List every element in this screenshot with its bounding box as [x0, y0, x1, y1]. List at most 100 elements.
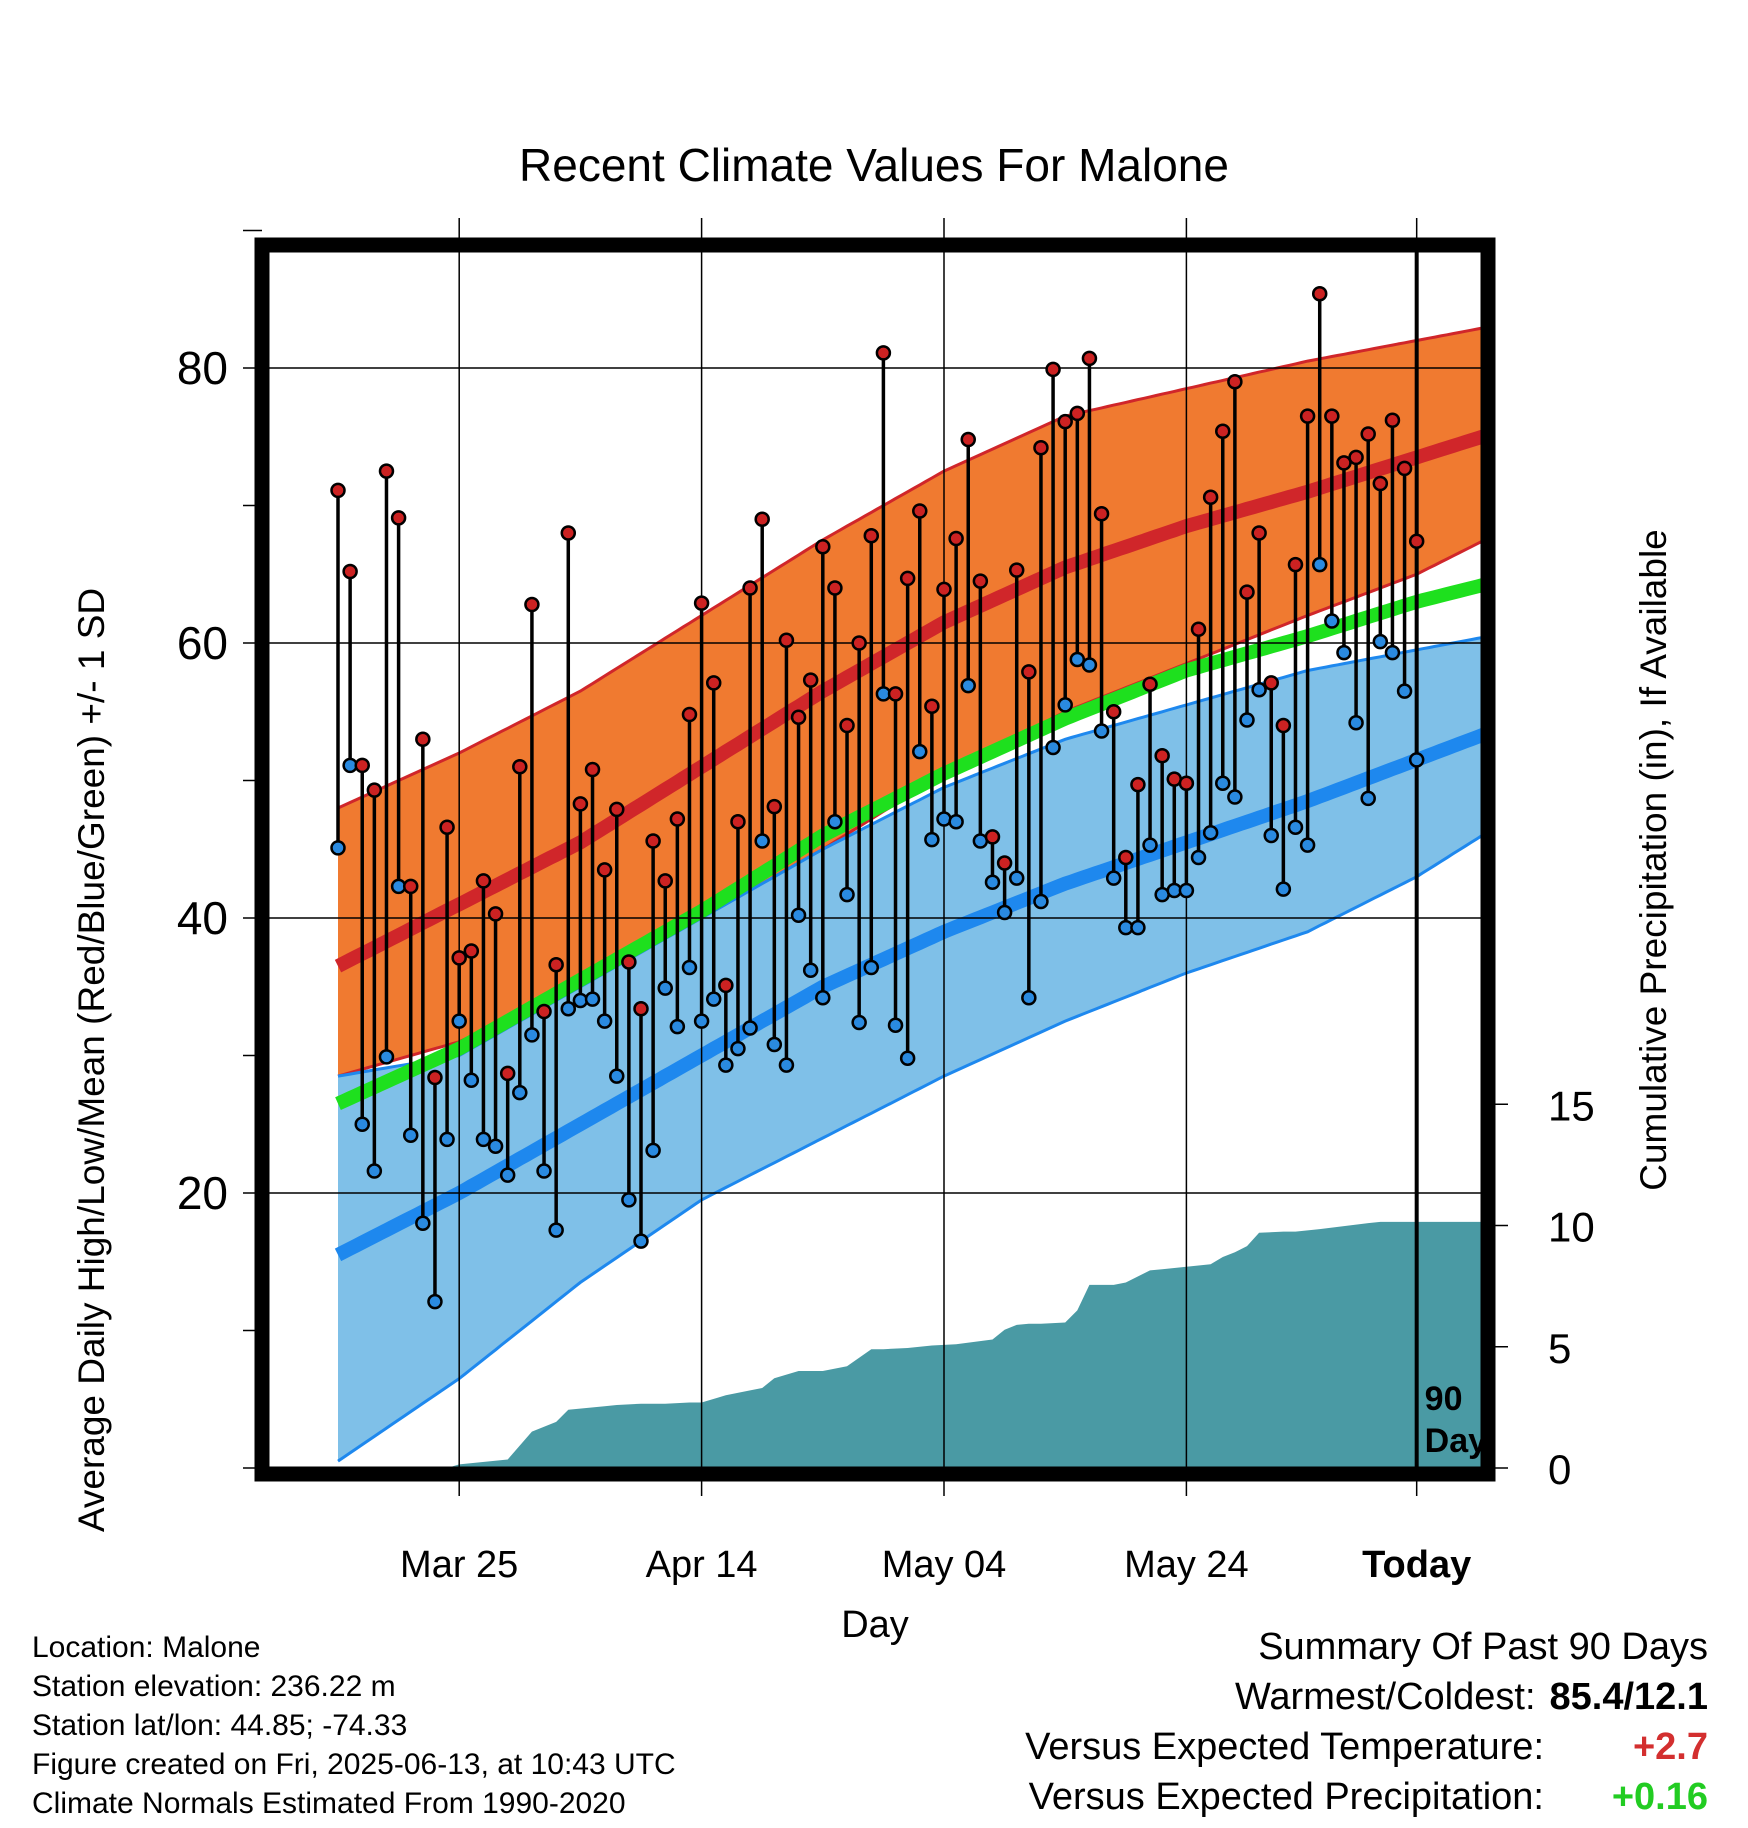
axes: 20 40 60 80 0 5 10 15 Mar 25 Apr 14 May 04 May 24 To… [177, 218, 1595, 1646]
daily-low-point [645, 1142, 661, 1159]
daily-low-point [1396, 683, 1413, 699]
precip-departure-label: Versus Expected Precipitation: [1028, 1776, 1544, 1818]
daily-high-point [1069, 405, 1086, 422]
daily-high-point [645, 833, 661, 849]
daily-high-point [1154, 748, 1170, 764]
daily-low-point [451, 1013, 467, 1029]
daily-high-point [948, 530, 964, 547]
daily-low-point [1069, 651, 1086, 668]
daily-high-point [1008, 562, 1025, 578]
daily-high-point [1190, 621, 1207, 637]
daily-low-point [1324, 613, 1340, 629]
daily-high-point [402, 878, 419, 895]
daily-high-point [1287, 556, 1304, 573]
daily-low-point [330, 840, 346, 856]
daily-low-point [475, 1131, 492, 1148]
daily-low-point [742, 1020, 758, 1036]
daily-low-point [487, 1138, 504, 1154]
daily-low-point [863, 959, 880, 976]
daily-low-point [912, 743, 928, 760]
daily-high-point [1348, 449, 1364, 466]
daily-low-point [815, 990, 831, 1006]
daily-low-point [1045, 739, 1061, 756]
daily-low-point [584, 991, 601, 1007]
daily-low-point [899, 1050, 916, 1066]
daily-low-point [536, 1163, 552, 1179]
daily-high-point [609, 801, 625, 818]
daily-high-point [427, 1069, 443, 1086]
daily-low-point [524, 1027, 540, 1043]
daily-low-point [1239, 712, 1255, 728]
daily-high-point [378, 463, 395, 479]
daily-high-point [790, 709, 807, 725]
daily-low-point [802, 962, 819, 978]
daily-high-point [996, 855, 1013, 871]
plot-area: 90 Days [269, 245, 1481, 1468]
daily-low-point [1093, 723, 1110, 739]
daily-low-point [1408, 752, 1425, 768]
y2-tick-label: 10 [1548, 1204, 1595, 1251]
y2-tick-label: 15 [1548, 1082, 1595, 1129]
plot-content: 90 Days [269, 245, 1481, 1468]
daily-high-point [1033, 440, 1049, 456]
daily-high-point [621, 954, 637, 970]
elevation-text: Station elevation: 236.22 m [32, 1670, 396, 1703]
y-axis-title: Average Daily High/Low/Mean (Red/Blue/Gr… [71, 587, 112, 1533]
daily-high-point [778, 632, 795, 648]
daily-high-point [693, 595, 710, 611]
daily-low-point [718, 1057, 734, 1073]
daily-high-point [887, 686, 904, 702]
daily-low-point [560, 1001, 577, 1017]
daily-low-point [827, 814, 843, 830]
cumulative-precip-area [338, 1221, 1481, 1468]
daily-high-point [1299, 408, 1316, 424]
daily-high-point [1251, 525, 1267, 541]
daily-low-point [693, 1013, 710, 1029]
y2-axis-title: Cumulative Precipitation (in), If Availa… [1633, 529, 1674, 1191]
daily-low-point [1348, 715, 1364, 731]
daily-high-point [1118, 849, 1134, 866]
daily-high-point [512, 759, 528, 775]
daily-high-point [1275, 717, 1292, 734]
warmest-coldest-label: Warmest/Coldest: [1234, 1676, 1536, 1718]
daily-high-point [1105, 704, 1122, 720]
daily-high-point [681, 706, 698, 723]
daily-low-point [463, 1072, 480, 1088]
temp-departure-row: Versus Expected Temperature: +2.7 [1025, 1722, 1708, 1772]
daily-low-point [1311, 556, 1328, 573]
y2-tick-label: 0 [1548, 1446, 1571, 1493]
daily-high-point [1408, 533, 1425, 549]
daily-high-point [439, 819, 455, 835]
daily-low-point [1215, 775, 1231, 791]
daily-high-point [851, 635, 867, 651]
daily-high-point [548, 957, 564, 973]
daily-low-point [621, 1192, 637, 1208]
daily-high-point [487, 906, 504, 922]
daily-low-point [936, 811, 952, 827]
daily-low-point [1384, 644, 1401, 661]
daily-low-point [730, 1040, 746, 1057]
daily-high-point [815, 539, 831, 555]
daily-low-point [1263, 827, 1279, 844]
daily-low-point [1336, 644, 1352, 661]
normals-text: Climate Normals Estimated From 1990-2020 [32, 1787, 626, 1820]
daily-low-point [681, 959, 698, 976]
daily-low-point [851, 1014, 867, 1031]
daily-high-point [827, 580, 843, 596]
daily-low-point [766, 1036, 783, 1053]
summary-panel: Summary Of Past 90 Days Warmest/Coldest:… [1025, 1622, 1708, 1822]
daily-high-point [1396, 460, 1413, 477]
daily-high-point [499, 1065, 516, 1082]
y-tick-label: 80 [177, 342, 228, 394]
daily-high-point [572, 796, 589, 812]
daily-high-point [669, 811, 686, 827]
daily-low-point [1275, 881, 1292, 897]
daily-low-point [984, 874, 1001, 890]
daily-low-point [887, 1017, 904, 1033]
daily-high-point [1021, 664, 1037, 680]
temp-departure-label: Versus Expected Temperature: [1025, 1726, 1544, 1768]
daily-low-point [366, 1163, 383, 1179]
daily-high-point [330, 482, 346, 499]
daily-high-point [1142, 676, 1158, 692]
daily-low-point [1251, 682, 1267, 698]
